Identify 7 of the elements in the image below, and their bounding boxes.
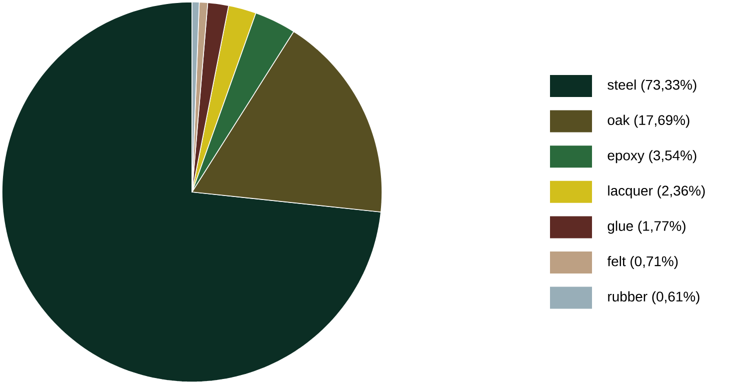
legend-label: glue (1,77%) bbox=[608, 220, 686, 234]
legend-label: epoxy (3,54%) bbox=[608, 150, 696, 164]
legend-label: steel (73,33%) bbox=[608, 80, 696, 92]
legend-label: rubber (0,61%) bbox=[608, 291, 700, 304]
legend-label: oak (17,69%) bbox=[608, 114, 690, 128]
legend-label: lacquer (2,36%) bbox=[608, 185, 705, 198]
legend-label: felt (0,71%) bbox=[607, 256, 678, 269]
